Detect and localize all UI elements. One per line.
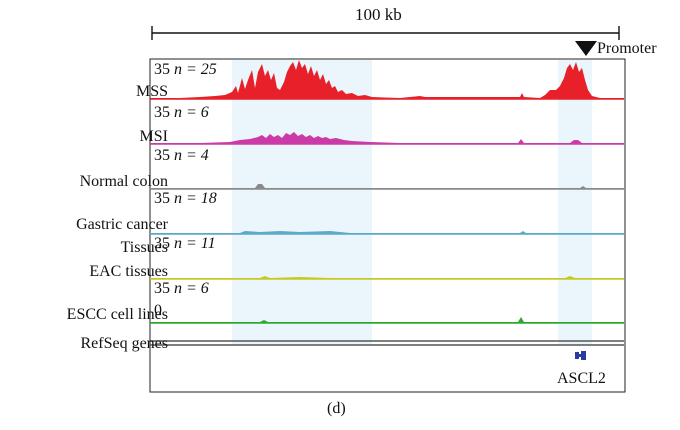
escc-signal <box>150 317 624 324</box>
track-label-escc: ESCC cell lines <box>66 306 168 323</box>
highlight-region-right <box>558 60 592 345</box>
refseq-track <box>150 340 624 346</box>
track-label-mss: MSS <box>135 83 168 100</box>
normal-colon-signal <box>150 184 624 190</box>
promoter-label: Promoter <box>597 40 657 57</box>
gastric-cancer-signal <box>150 231 624 235</box>
track-label-refseq: RefSeq genes <box>80 335 168 352</box>
count-label-mss: 35 n = 25 <box>154 61 217 78</box>
scale-bar-label: 100 kb <box>355 5 402 24</box>
track-label-normal-colon: Normal colon <box>79 173 168 190</box>
zero-label: 0 <box>154 302 162 319</box>
scale-bar <box>151 26 620 40</box>
promoter-triangle-icon <box>575 41 597 56</box>
msi-signal <box>150 132 624 145</box>
track-label-eac-tissues: EAC tissues <box>89 263 168 280</box>
track-label-msi: MSI <box>139 128 168 145</box>
count-label-normal-colon: 35 n = 4 <box>154 147 209 164</box>
eac-tissues-signal <box>150 276 624 280</box>
count-label-msi: 35 n = 6 <box>154 104 209 121</box>
browser-panel <box>149 58 626 393</box>
count-label-escc: 35 n = 6 <box>154 280 209 297</box>
count-label-tissues: 35 n = 11 <box>154 235 216 252</box>
ascl2-gene-icon <box>575 351 586 360</box>
gene-label-ascl2: ASCL2 <box>557 370 606 387</box>
panel-label: (d) <box>327 400 346 417</box>
count-label-gastric-cancer: 35 n = 18 <box>154 190 217 207</box>
mss-signal <box>150 60 624 100</box>
track-label-gastric-cancer: Gastric cancer <box>76 216 168 233</box>
highlight-region-left <box>232 60 372 345</box>
track-label-tissues: Tissues <box>120 239 168 256</box>
